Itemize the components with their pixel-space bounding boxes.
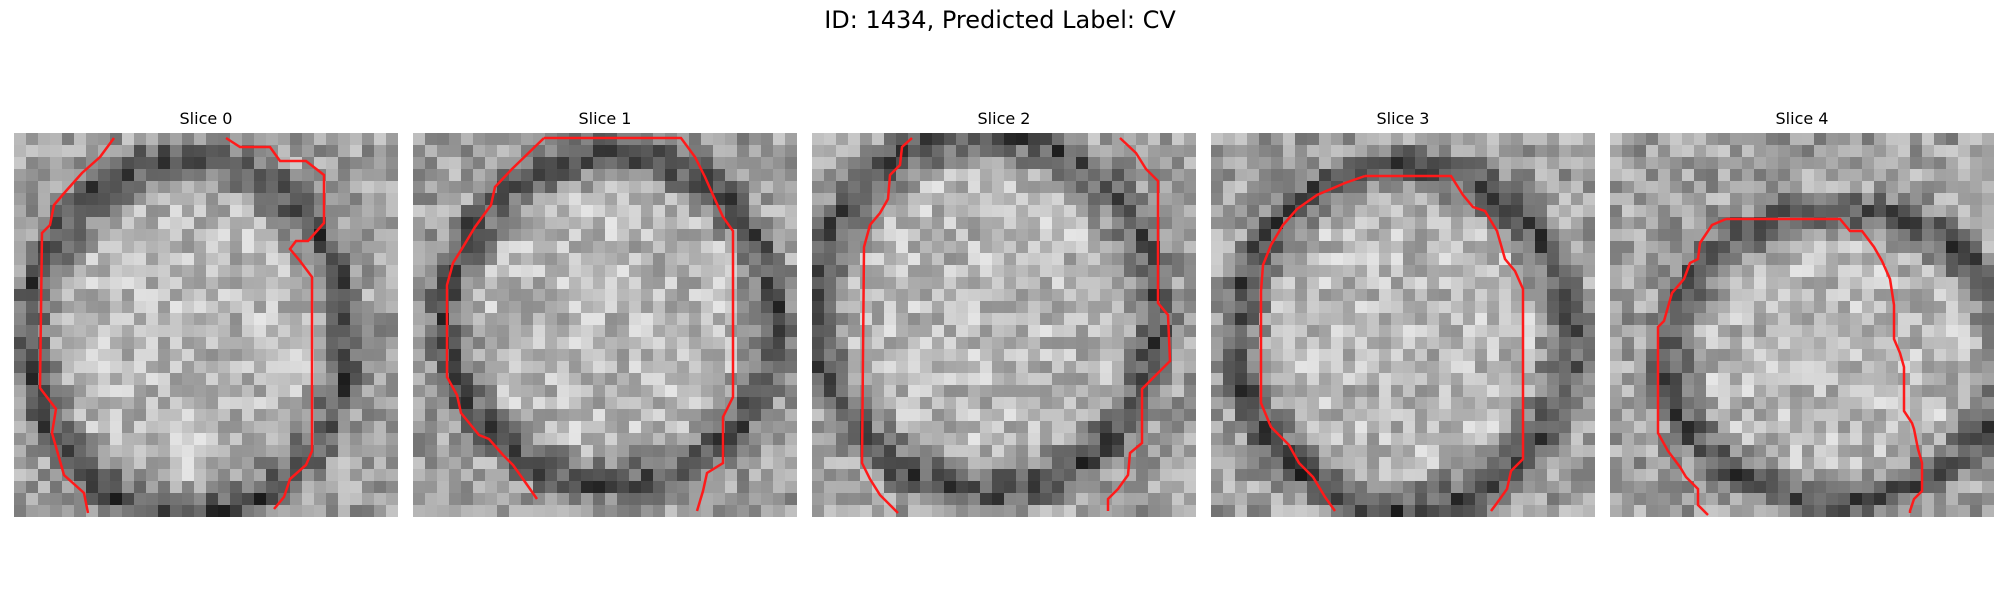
slice-title: Slice 2 xyxy=(977,109,1031,128)
segmentation-contour xyxy=(1259,174,1366,512)
slice-image-3 xyxy=(1211,133,1595,517)
segmentation-contour xyxy=(544,136,735,512)
slice-panel-4: Slice 4 xyxy=(1610,108,1994,517)
segmentation-contour xyxy=(445,137,545,500)
slice-image-2 xyxy=(812,133,1196,517)
segmentation-contour xyxy=(1106,137,1172,511)
segmentation-contour xyxy=(38,137,116,514)
segmentation-contour xyxy=(1365,174,1525,512)
grayscale-pixels xyxy=(1211,133,1595,517)
slice-title: Slice 4 xyxy=(1775,109,1829,128)
segmentation-contour xyxy=(860,137,913,514)
figure-title: ID: 1434, Predicted Label: CV xyxy=(824,6,1176,34)
slice-image-1 xyxy=(413,133,797,517)
slice-panel-0: Slice 0 xyxy=(14,108,398,517)
grayscale-pixels xyxy=(14,133,398,517)
slice-image-4 xyxy=(1610,133,1994,517)
slice-title: Slice 1 xyxy=(578,109,632,128)
grayscale-pixels xyxy=(1610,133,1994,517)
slice-panel-2: Slice 2 xyxy=(812,108,1196,517)
grayscale-pixels xyxy=(413,133,797,517)
slice-title: Slice 3 xyxy=(1376,109,1430,128)
slice-title: Slice 0 xyxy=(179,109,233,128)
slice-panel-3: Slice 3 xyxy=(1211,108,1595,517)
slice-image-0 xyxy=(14,133,398,517)
slice-panel-1: Slice 1 xyxy=(413,108,797,517)
segmentation-contour xyxy=(225,136,326,510)
grayscale-pixels xyxy=(812,133,1196,517)
segmentation-contour xyxy=(1726,217,1924,513)
segmentation-contour xyxy=(1656,217,1727,516)
